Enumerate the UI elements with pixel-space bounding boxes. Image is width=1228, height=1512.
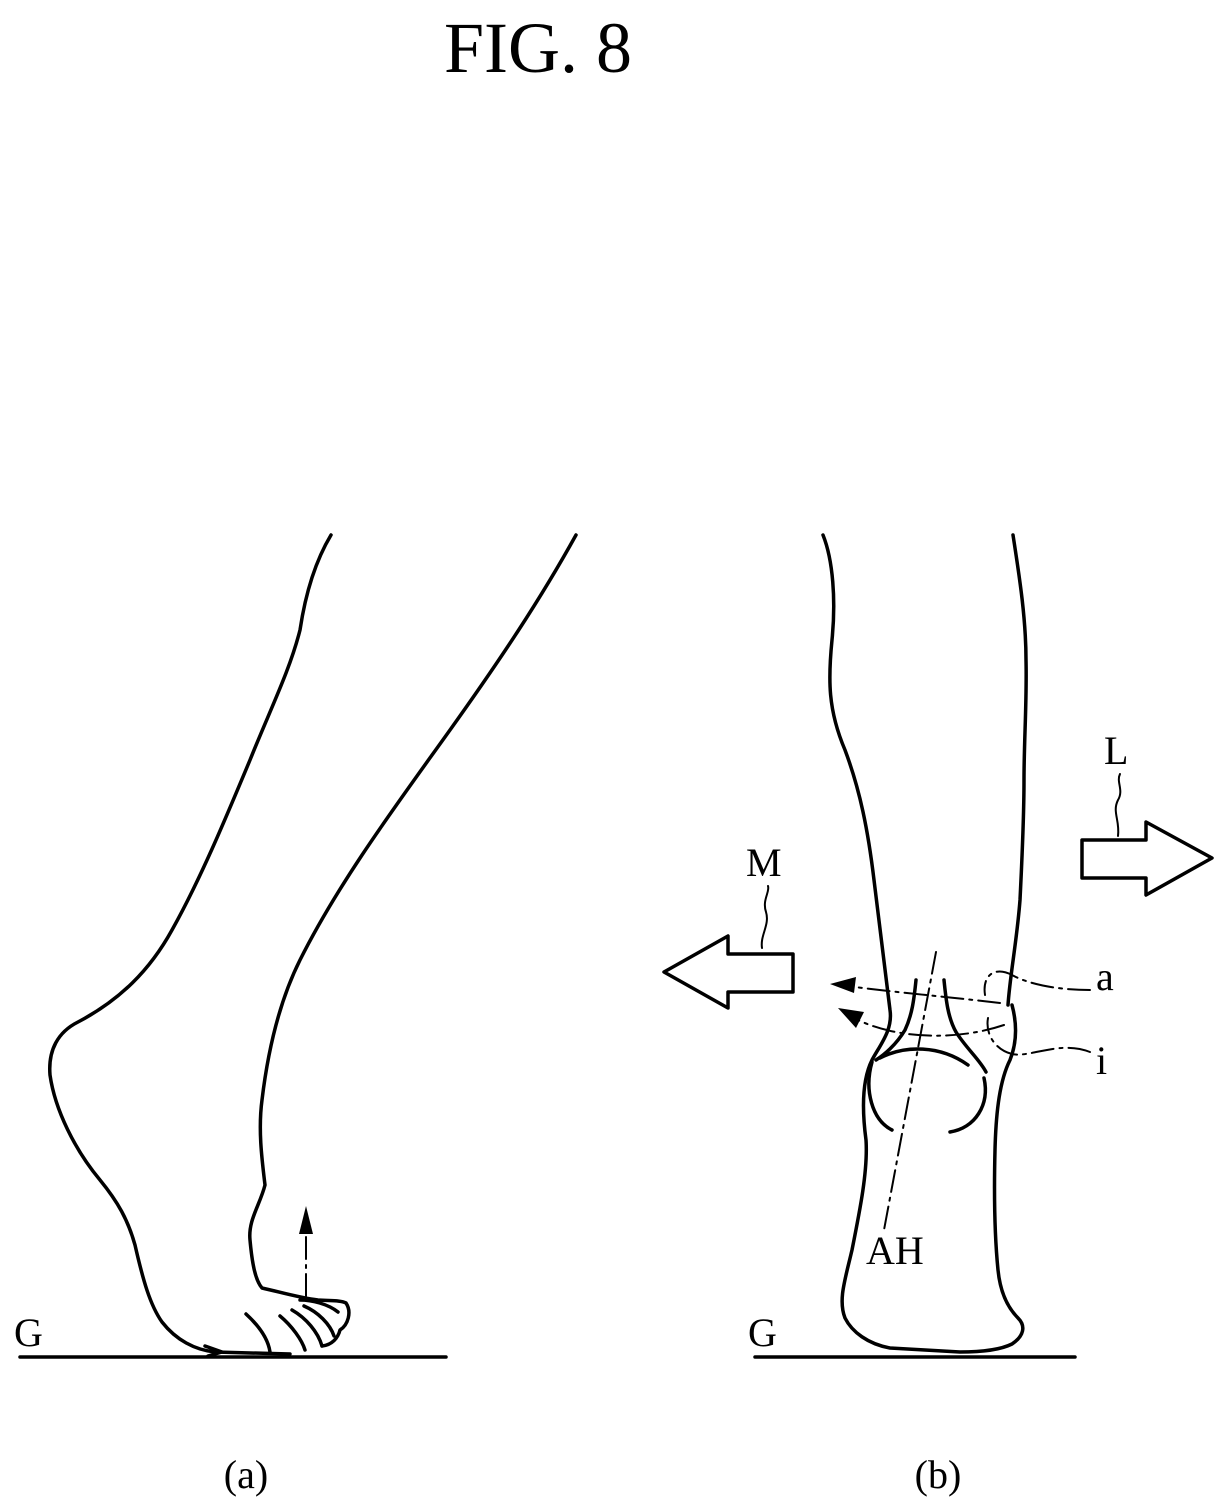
achilles-lateral-line <box>944 980 986 1072</box>
toe-line-1 <box>246 1314 270 1352</box>
heel-arc-top <box>880 1049 968 1065</box>
panel-a-foot-side-view: G (a) <box>14 535 576 1497</box>
heel-arc-right <box>950 1078 985 1132</box>
leg-front-outline <box>250 535 576 1346</box>
arrow-i-head <box>838 1008 864 1028</box>
ground-label-a: G <box>14 1310 43 1355</box>
ground-label-b: G <box>748 1310 777 1355</box>
figure-title: FIG. 8 <box>444 8 632 88</box>
leg-back-outline <box>50 535 331 1354</box>
lateral-arrow-leader <box>1116 774 1121 836</box>
panel-b-foot-rear-view: G AH a i <box>664 535 1212 1497</box>
panel-a-caption: (a) <box>224 1452 268 1497</box>
label-i: i <box>1096 1038 1107 1083</box>
medial-arrow-label: M <box>746 840 782 885</box>
medial-direction-arrow <box>664 936 793 1008</box>
lateral-arrow-label: L <box>1104 728 1128 773</box>
toe-line-2 <box>280 1316 305 1350</box>
arrow-i-shaft <box>858 1020 1004 1036</box>
arrow-a-head <box>830 977 856 993</box>
axis-label-ah: AH <box>866 1228 924 1273</box>
medial-arrow-leader <box>762 886 769 948</box>
panel-b-caption: (b) <box>915 1452 962 1497</box>
arrow-a-shaft <box>848 986 1000 1003</box>
leader-line-a <box>985 972 1090 995</box>
label-a: a <box>1096 954 1114 999</box>
heel-arc-left <box>869 1062 892 1130</box>
toe-lift-arrow-head <box>299 1206 313 1234</box>
leader-line-i <box>988 1018 1090 1055</box>
leg-lateral-outline <box>1008 535 1026 1005</box>
lateral-direction-arrow <box>1082 822 1212 895</box>
